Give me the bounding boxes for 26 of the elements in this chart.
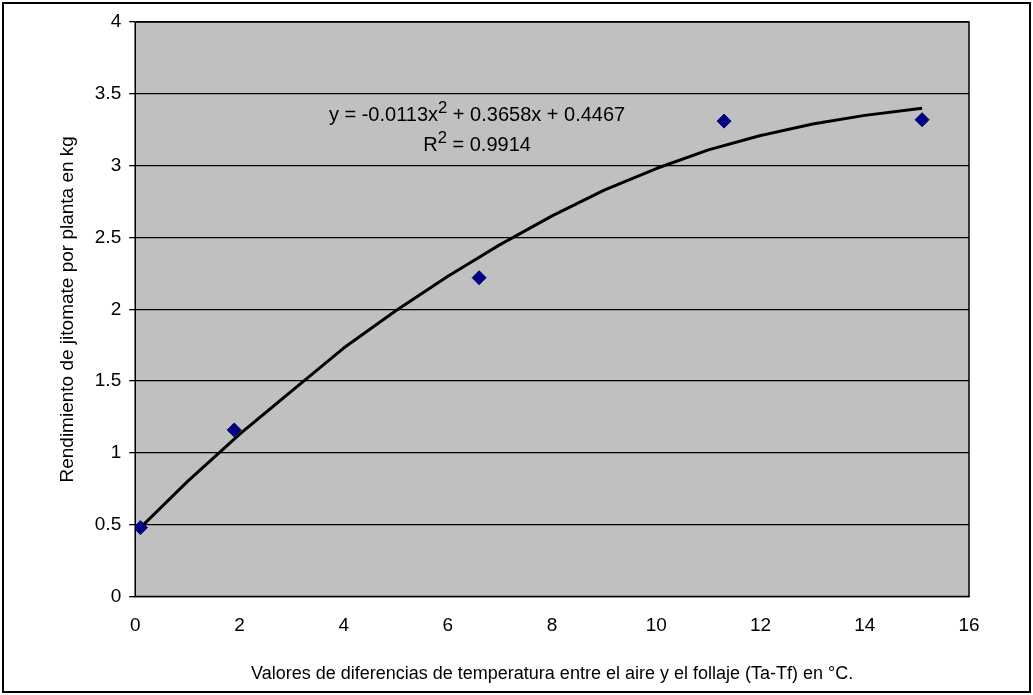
x-tick-label: 12 <box>749 614 772 636</box>
x-tick-label: 0 <box>129 614 141 636</box>
y-tick-label: 2.5 <box>94 225 122 247</box>
y-tick-label: 1 <box>110 441 122 463</box>
point <box>716 113 732 129</box>
y-tick-label: 0.5 <box>94 513 122 535</box>
y-tick-label: 3.5 <box>94 82 122 104</box>
x-tick-label: 6 <box>442 614 454 636</box>
y-tick-label: 0 <box>110 584 122 606</box>
y-tick-label: 2 <box>110 297 122 319</box>
x-tick-label: 2 <box>234 614 245 636</box>
x-tick-label: 4 <box>338 614 350 636</box>
y-tick-label: 3 <box>110 153 122 175</box>
x-axis-title: Valores de diferencias de temperatura entre el aire y el follaje (Ta-Tf) en °C. <box>251 663 854 684</box>
y-tick-label: 4 <box>110 10 122 32</box>
x-tick-label: 10 <box>645 614 667 636</box>
point <box>226 422 242 438</box>
annotation: y = -0.0113x$^{2}$ + 0.3658x + 0.4467 <box>328 98 626 126</box>
point <box>914 112 930 128</box>
x-tick-label: 14 <box>854 614 876 636</box>
y-axis-title: Rendimiento de jitomate por planta en kg <box>55 136 77 483</box>
point <box>471 270 487 286</box>
y-tick-label: 1.5 <box>94 369 122 391</box>
x-tick-label: 16 <box>958 614 980 636</box>
annotation: R$^{2}$ = 0.9914 <box>423 128 531 156</box>
x-tick-label: 8 <box>546 614 558 636</box>
